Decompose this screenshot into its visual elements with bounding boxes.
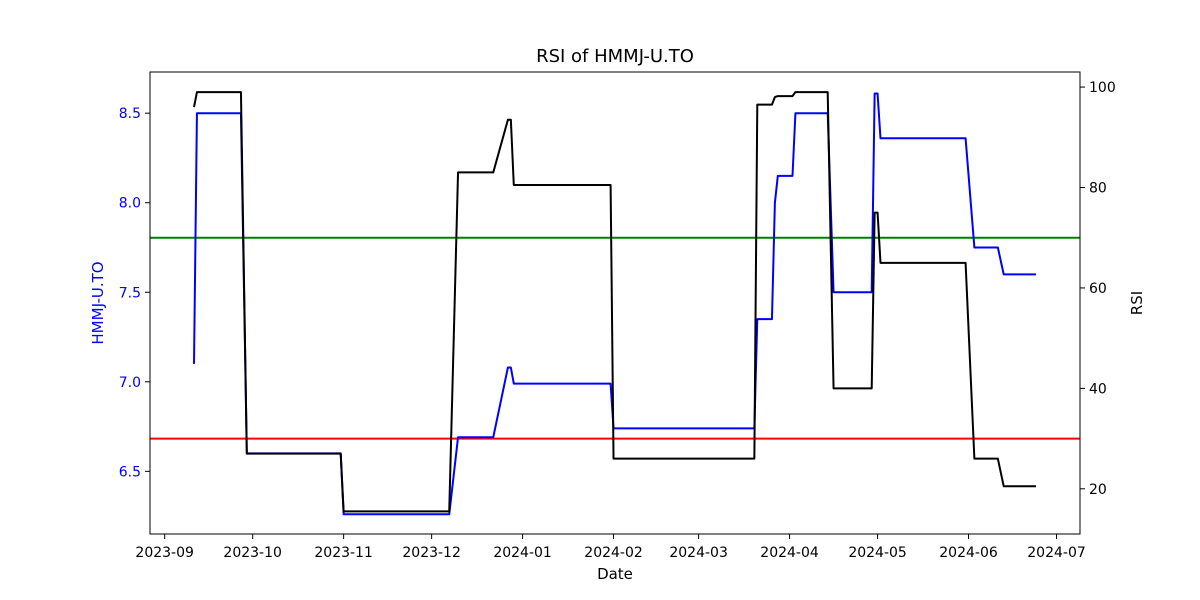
y-left-tick-label: 8.5 bbox=[119, 106, 141, 122]
x-tick-label: 2024-03 bbox=[669, 545, 728, 561]
series-layer bbox=[193, 91, 1036, 516]
y-right-tick-label: 80 bbox=[1089, 181, 1107, 197]
y-left-tick-label: 6.5 bbox=[119, 464, 141, 480]
y-left-tick-label: 7.5 bbox=[119, 285, 141, 301]
y-axis-left-label: HMMJ-U.TO bbox=[89, 261, 107, 344]
x-tick-label: 2024-02 bbox=[584, 545, 643, 561]
y-right-tick-label: 20 bbox=[1089, 482, 1107, 498]
reference-lines bbox=[150, 236, 1080, 440]
x-tick-label: 2023-10 bbox=[223, 545, 282, 561]
y-axis-right: 20 40 60 80 100 bbox=[1080, 80, 1116, 498]
y-right-tick-label: 40 bbox=[1089, 381, 1107, 397]
y-axis-left: 6.5 7.0 7.5 8.0 8.5 bbox=[119, 106, 150, 480]
x-tick-label: 2023-12 bbox=[402, 545, 461, 561]
x-tick-label: 2024-06 bbox=[939, 545, 998, 561]
plot-frame bbox=[149, 71, 1081, 535]
rsi-line bbox=[193, 91, 1036, 513]
chart-title: RSI of HMMJ-U.TO bbox=[536, 46, 694, 67]
y-left-tick-label: 8.0 bbox=[119, 196, 141, 212]
y-right-tick-label: 100 bbox=[1089, 80, 1116, 96]
y-left-tick-label: 7.0 bbox=[119, 375, 141, 391]
price-line bbox=[193, 92, 1036, 516]
y-right-tick-label: 60 bbox=[1089, 281, 1107, 297]
x-tick-label: 2024-01 bbox=[493, 545, 552, 561]
x-axis: 2023-09 2023-10 2023-11 2023-12 2024-01 2024-… bbox=[135, 534, 1086, 561]
x-tick-label: 2024-04 bbox=[760, 545, 819, 561]
x-tick-label: 2023-09 bbox=[135, 545, 194, 561]
x-tick-label: 2023-11 bbox=[314, 545, 373, 561]
x-axis-label: Date bbox=[597, 565, 633, 583]
y-axis-right-label: RSI bbox=[1128, 291, 1146, 315]
x-tick-label: 2024-05 bbox=[848, 545, 907, 561]
x-tick-label: 2024-07 bbox=[1027, 545, 1086, 561]
